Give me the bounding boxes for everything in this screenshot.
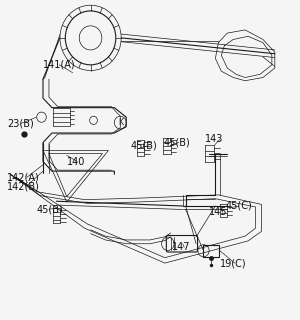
Text: K: K <box>118 118 123 127</box>
Text: 45(B): 45(B) <box>131 141 158 151</box>
Text: 19(C): 19(C) <box>220 258 247 268</box>
Text: 141(A): 141(A) <box>43 60 76 70</box>
Text: 45(C): 45(C) <box>226 201 253 211</box>
Text: 23(B): 23(B) <box>7 118 34 129</box>
Text: 143: 143 <box>205 134 224 144</box>
Text: 45(B): 45(B) <box>164 138 190 148</box>
Text: 145: 145 <box>209 207 228 217</box>
Text: 142(B): 142(B) <box>7 181 40 191</box>
Bar <box>203 245 219 257</box>
Text: 142(A): 142(A) <box>7 172 40 182</box>
Text: 140: 140 <box>67 156 85 167</box>
Text: 147: 147 <box>172 242 191 252</box>
Text: 45(B): 45(B) <box>37 204 64 214</box>
